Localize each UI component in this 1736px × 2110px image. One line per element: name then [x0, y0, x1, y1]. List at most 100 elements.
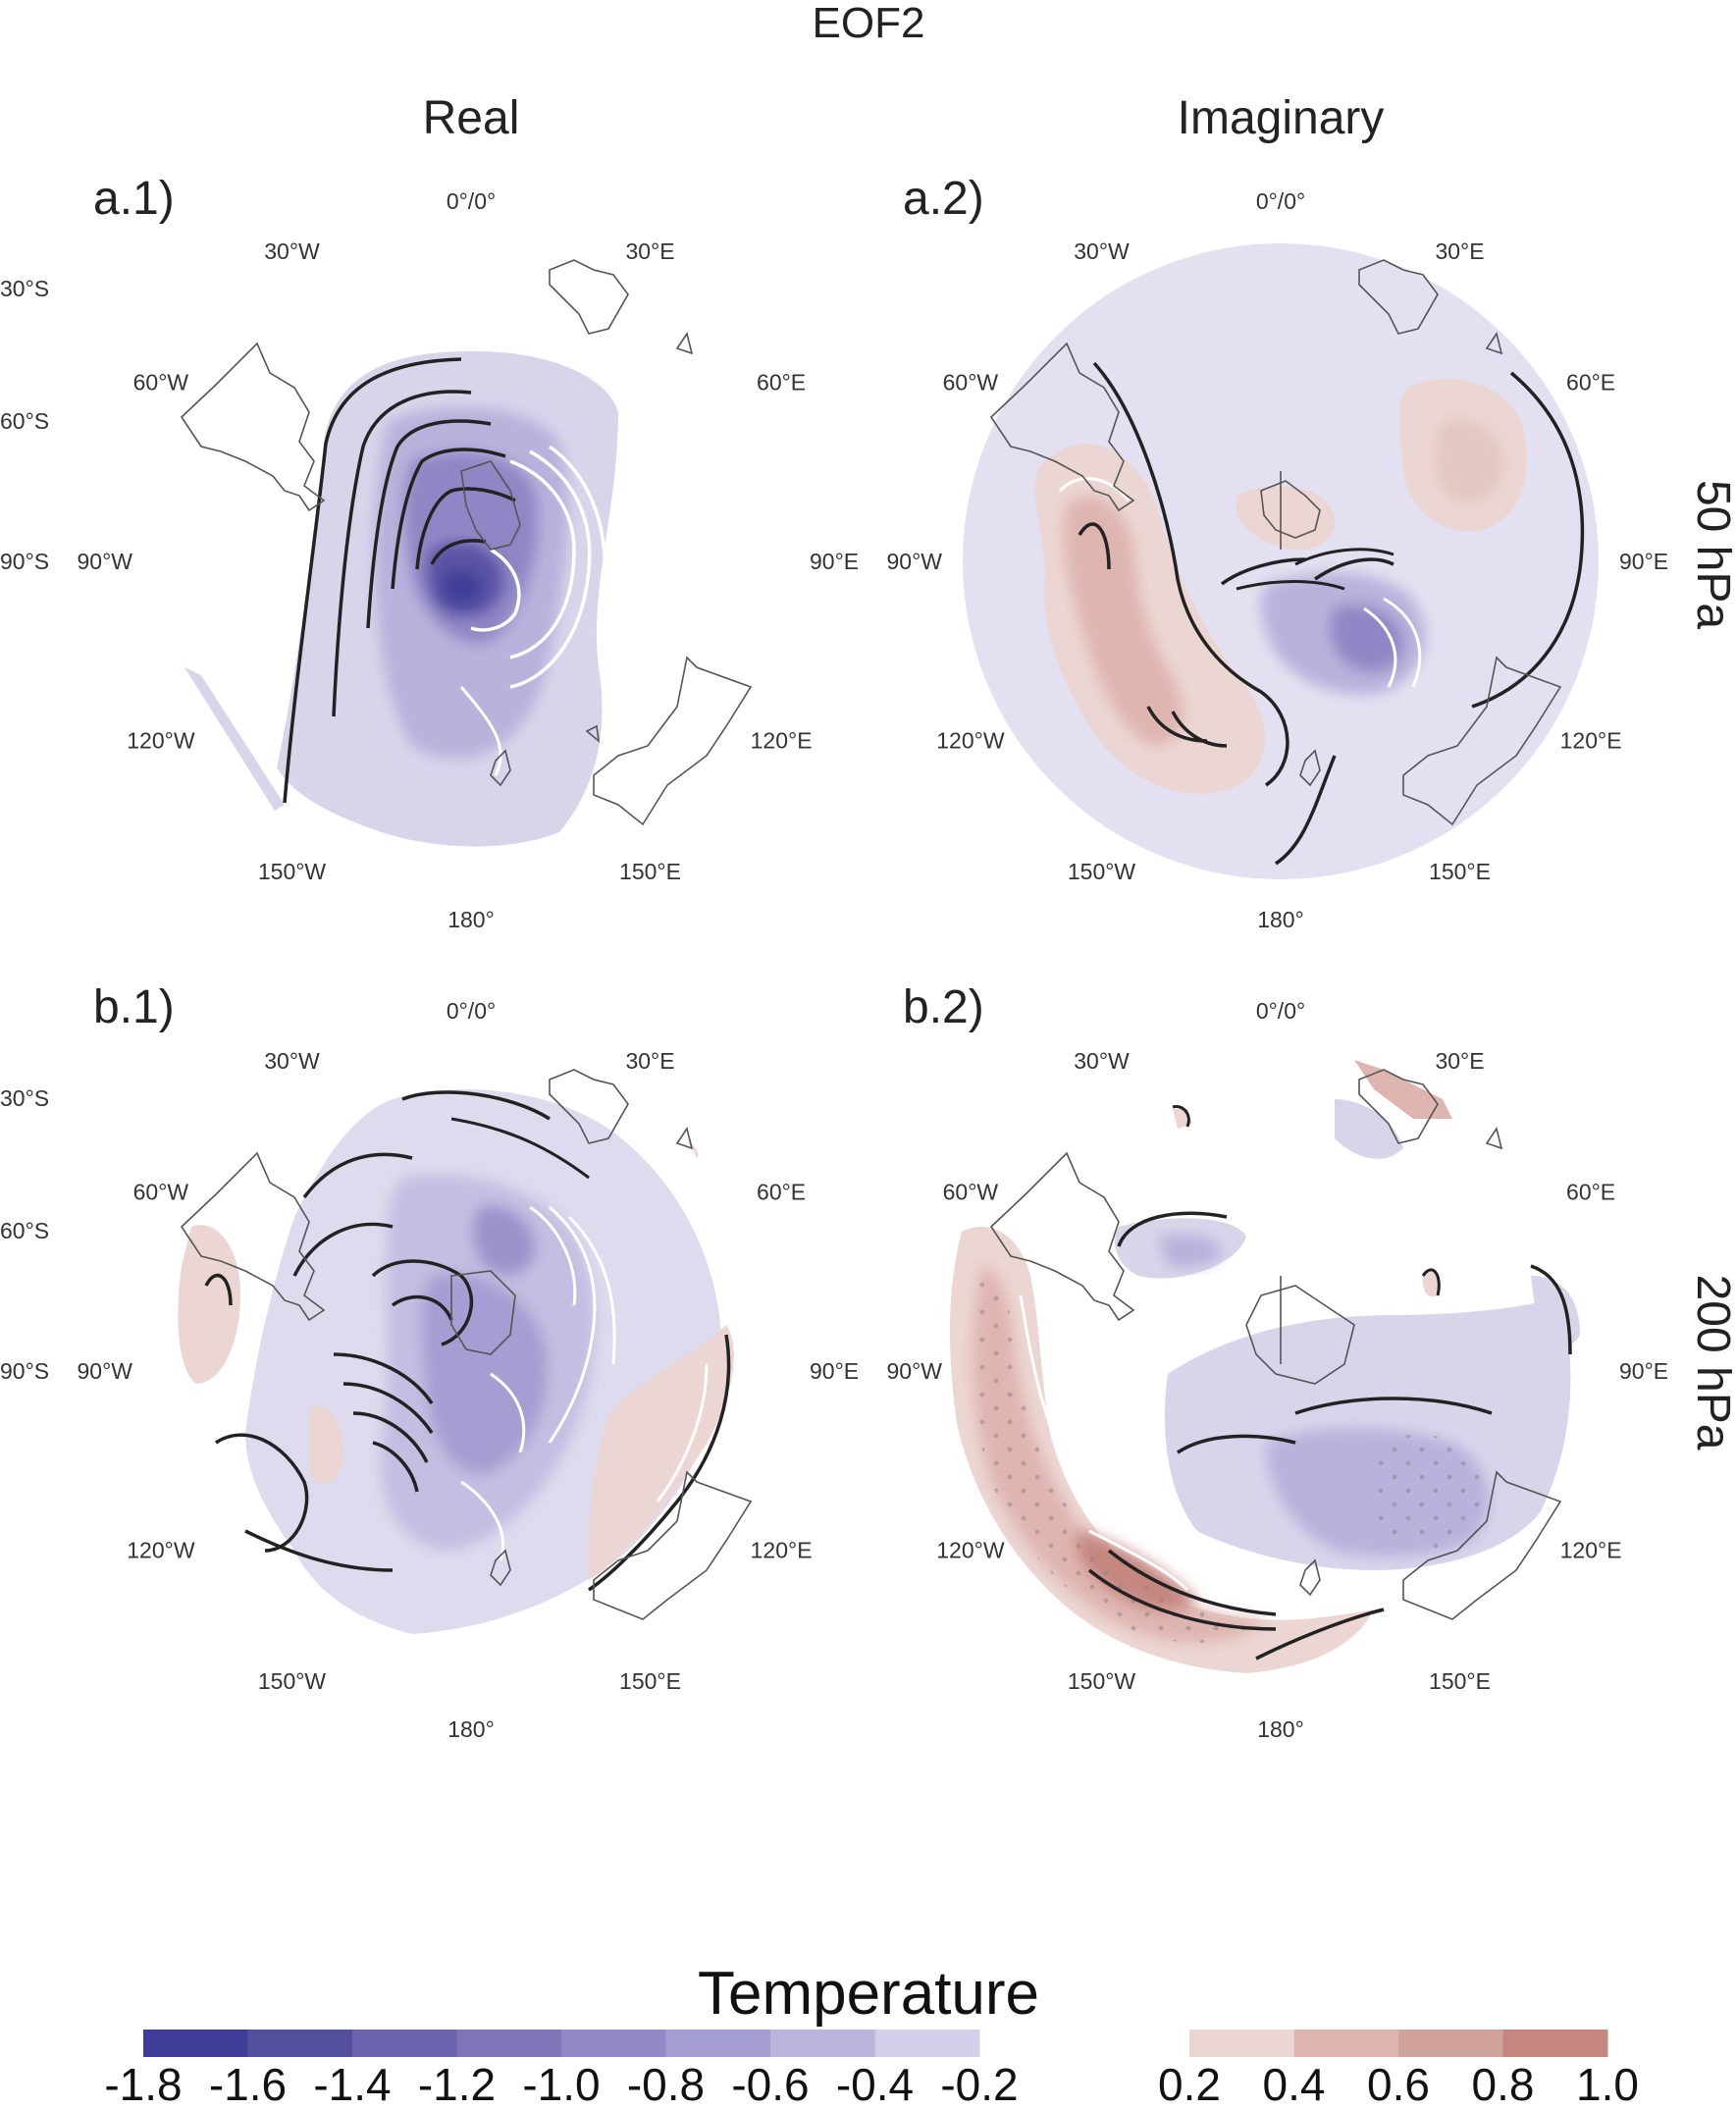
longitude-label: 60°W: [943, 370, 999, 396]
column-title-real: Real: [423, 92, 520, 144]
colorbar-tick-negative: -1.6: [209, 2059, 287, 2105]
contours: [283, 357, 607, 804]
colorbar-tick-negative: -1.0: [522, 2059, 600, 2105]
colorbar-swatch-negative: [352, 2030, 457, 2057]
longitude-label: 150°E: [1429, 1668, 1491, 1694]
panel-label-b1: b.1): [93, 981, 175, 1033]
contours: [1019, 1104, 1572, 1661]
coastlines: [180, 1069, 753, 1620]
longitude-label: 60°E: [757, 1180, 806, 1205]
longitude-label: 150°W: [1068, 859, 1136, 884]
colorbar-swatch-negative: [247, 2030, 353, 2057]
column-title-imaginary: Imaginary: [1178, 92, 1385, 144]
colorbar-tick-negative: -0.6: [731, 2059, 809, 2105]
longitude-label: 30°E: [1435, 238, 1484, 264]
longitude-label: 60°E: [757, 370, 806, 396]
panel-label-b2: b.2): [903, 981, 984, 1033]
longitude-label: 30°W: [1074, 238, 1130, 264]
longitude-label: 120°W: [936, 1538, 1005, 1563]
contours: [963, 243, 1599, 879]
latitude-label: 30°S: [0, 276, 49, 301]
longitude-label: 120°W: [936, 728, 1005, 754]
colorbar-swatch-negative: [456, 2030, 562, 2057]
colorbar-swatch-negative: [770, 2030, 875, 2057]
longitude-label: 30°E: [1435, 1048, 1484, 1074]
colorbar-swatch-positive: [1189, 2030, 1294, 2057]
latitude-label: 60°S: [0, 408, 49, 434]
longitude-label: 90°E: [810, 1358, 859, 1384]
longitude-label: 60°E: [1566, 370, 1615, 396]
longitude-label: 120°E: [751, 728, 813, 754]
colorbar-swatch-negative: [874, 2030, 980, 2057]
colorbar-negative: -1.8 -1.6 -1.4 -1.2 -1.0 -0.8 -0.6 -0.4 -0.2: [104, 2030, 1019, 2110]
longitude-label: 90°W: [78, 1358, 133, 1384]
latitude-label: 60°S: [0, 1218, 49, 1243]
colorbar-tick-negative: -0.4: [836, 2059, 914, 2105]
longitude-label: 90°E: [810, 549, 859, 574]
colorbar-tick-positive: 0.4: [1263, 2059, 1326, 2105]
colorbar-tick-negative: -0.2: [940, 2059, 1018, 2105]
latitude-labels: 30°S 60°S 90°S 30°S 60°S 90°S: [0, 276, 49, 1384]
latitude-label: 90°S: [0, 549, 49, 574]
panel-a1: a.1): [93, 173, 753, 847]
colorbar: Temperature -1.8 -1.6 -1.4 -1.2 -1.0 -0.8 -0.6…: [104, 1960, 1639, 2110]
colorbar-swatch-positive: [1398, 2030, 1503, 2057]
longitude-label: 180°: [1257, 1716, 1304, 1742]
colorbar-title: Temperature: [698, 1960, 1039, 2028]
longitude-label: 90°W: [78, 549, 133, 574]
colorbar-tick-positive: 0.8: [1472, 2059, 1535, 2105]
longitude-labels: 0°/0° 30°E 60°E 90°E 120°E 150°E 180° 150°W 120°…: [78, 188, 1669, 1742]
longitude-label: 60°W: [133, 1180, 189, 1205]
field-shading: [950, 1060, 1580, 1673]
longitude-label: 60°E: [1566, 1180, 1615, 1205]
longitude-label: 150°E: [619, 859, 681, 884]
colorbar-tick-negative: -1.2: [418, 2059, 496, 2105]
panel-a2: a.2): [903, 173, 1599, 879]
longitude-label: 150°E: [1429, 859, 1491, 884]
longitude-label: 180°: [447, 907, 495, 932]
longitude-label: 180°: [1257, 907, 1304, 932]
longitude-label: 120°E: [1560, 728, 1622, 754]
longitude-label: 60°W: [943, 1180, 999, 1205]
stippling: [973, 1266, 1488, 1643]
longitude-label: 60°W: [133, 370, 189, 396]
colorbar-tick-negative: -1.8: [104, 2059, 182, 2105]
longitude-label: 90°E: [1619, 1358, 1668, 1384]
longitude-label: 150°W: [1068, 1668, 1136, 1694]
colorbar-tick-positive: 1.0: [1576, 2059, 1639, 2105]
coastlines: [989, 259, 1562, 826]
longitude-label: 0°/0°: [1256, 188, 1305, 214]
field-shading: [178, 1089, 734, 1634]
colorbar-tick-negative: -0.8: [627, 2059, 705, 2105]
longitude-label: 120°W: [127, 1538, 195, 1563]
longitude-label: 30°E: [625, 238, 674, 264]
field-shading: [184, 350, 618, 847]
panel-b2: b.2): [903, 981, 1580, 1673]
longitude-label: 150°E: [619, 1668, 681, 1694]
colorbar-swatch-negative: [561, 2030, 666, 2057]
longitude-label: 0°/0°: [1256, 998, 1305, 1024]
coastlines: [180, 259, 753, 826]
colorbar-tick-positive: 0.2: [1158, 2059, 1221, 2105]
latitude-label: 30°S: [0, 1085, 49, 1111]
longitude-label: 90°W: [887, 1358, 943, 1384]
latitude-label: 90°S: [0, 1358, 49, 1384]
longitude-label: 150°W: [258, 859, 327, 884]
figure-title: EOF2: [813, 0, 925, 47]
panel-b1: b.1): [93, 981, 753, 1634]
longitude-label: 150°W: [258, 1668, 327, 1694]
longitude-label: 0°/0°: [447, 188, 496, 214]
colorbar-swatch-positive: [1502, 2030, 1608, 2057]
longitude-label: 120°E: [1560, 1538, 1622, 1563]
contours: [204, 1090, 731, 1592]
colorbar-tick-negative: -1.4: [313, 2059, 391, 2105]
colorbar-swatch-positive: [1293, 2030, 1399, 2057]
longitude-label: 180°: [447, 1716, 495, 1742]
longitude-label: 120°W: [127, 728, 195, 754]
level-label-200hpa: 200 hPa: [1687, 1275, 1736, 1451]
colorbar-swatch-negative: [143, 2030, 248, 2057]
level-label-50hpa: 50 hPa: [1687, 480, 1736, 629]
longitude-label: 30°E: [625, 1048, 674, 1074]
